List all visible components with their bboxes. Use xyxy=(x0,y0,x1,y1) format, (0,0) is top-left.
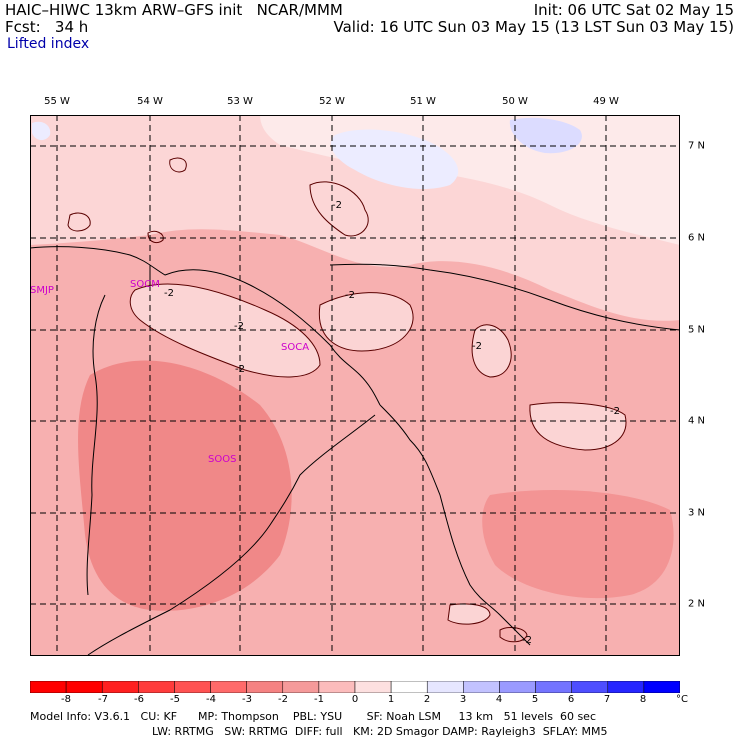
colorbar-swatch xyxy=(101,681,139,693)
contour-label: -2 xyxy=(522,635,532,646)
colorbar-swatch xyxy=(354,681,392,693)
colorbar-tick: -8 xyxy=(61,694,71,705)
lat-label-4n: 4 N xyxy=(688,415,706,427)
colorbar-swatch xyxy=(499,681,536,693)
colorbar-tick: -3 xyxy=(242,694,252,705)
colorbar-tick: -2 xyxy=(278,694,288,705)
colorbar-tick: -5 xyxy=(170,694,180,705)
colorbar-swatch xyxy=(571,681,609,693)
station-smjp: SMJP xyxy=(30,285,54,296)
lon-label-50w: 50 W xyxy=(502,96,528,107)
colorbar xyxy=(30,681,680,693)
contour-small-1 xyxy=(169,157,187,173)
contour-label: -2 xyxy=(345,290,355,301)
lat-label-2n: 2 N xyxy=(688,598,706,610)
field-region-positive-1 xyxy=(331,129,459,190)
contour-label: -2 xyxy=(610,406,620,417)
lon-label-52w: 52 W xyxy=(319,96,345,107)
field-name: Lifted index xyxy=(7,36,90,52)
lifted-index-map: -2 -2 -2 -2 -2 -2 -2 -2 SMJP SOCM SOCA S… xyxy=(30,115,680,656)
model-title: HAIC–HIWC 13km ARW–GFS init NCAR/MMM xyxy=(5,1,343,19)
border-west xyxy=(86,294,106,596)
lon-label-49w: 49 W xyxy=(593,96,619,107)
lat-label-7n: 7 N xyxy=(688,140,706,152)
coastline-south xyxy=(379,404,531,646)
field-region-positive-3 xyxy=(32,121,51,141)
station-socm: SOCM xyxy=(130,279,160,290)
colorbar-tick: 3 xyxy=(459,694,467,705)
colorbar-tick: 5 xyxy=(531,694,539,705)
colorbar-tick: 6 xyxy=(567,694,575,705)
field-region-light-east xyxy=(472,324,512,377)
grid-lines xyxy=(30,115,680,656)
colorbar-unit: °C xyxy=(676,694,688,705)
colorbar-tick: -4 xyxy=(206,694,216,705)
model-info-line1: Model Info: V3.6.1 CU: KF MP: Thompson P… xyxy=(30,710,597,723)
contour-label: -2 xyxy=(234,321,244,332)
lon-label-54w: 54 W xyxy=(137,96,163,107)
colorbar-tick: -6 xyxy=(134,694,144,705)
colorbar-swatch xyxy=(318,681,356,693)
colorbar-swatch xyxy=(426,681,464,693)
valid-time: Valid: 16 UTC Sun 03 May 15 (13 LST Sun … xyxy=(333,18,734,36)
colorbar-tick: 7 xyxy=(603,694,611,705)
contour-south xyxy=(499,627,528,643)
init-time: Init: 06 UTC Sat 02 May 15 xyxy=(533,1,734,19)
contour-label: -2 xyxy=(235,364,245,375)
border-east xyxy=(329,263,680,331)
contour-east xyxy=(471,324,512,378)
field-region-darker-interior xyxy=(78,360,292,611)
contour-label: -2 xyxy=(164,288,174,299)
coast-borders xyxy=(30,246,680,656)
field-region-light-center xyxy=(319,292,414,351)
lat-label-5n: 5 N xyxy=(688,324,706,336)
colorbar-swatch xyxy=(30,681,67,693)
contour-north xyxy=(309,181,369,237)
field-region-positive-2 xyxy=(509,117,582,154)
contour-far-east xyxy=(529,402,627,451)
station-soos: SOOS xyxy=(208,454,236,465)
map-frame xyxy=(30,115,680,656)
colorbar-tick: 4 xyxy=(495,694,503,705)
contour-center xyxy=(318,292,414,352)
contour-band xyxy=(129,283,321,378)
colorbar-swatch xyxy=(535,681,572,693)
colorbar-swatch xyxy=(138,681,175,693)
colorbar-swatch xyxy=(463,681,500,693)
contour-label: -2 xyxy=(472,341,482,352)
field-region-light-coast xyxy=(448,603,490,625)
contour-small-2 xyxy=(67,212,91,232)
colorbar-tick: 1 xyxy=(387,694,395,705)
colorbar-swatch xyxy=(210,681,247,693)
colorbar-tick: -7 xyxy=(98,694,108,705)
lat-label-6n: 6 N xyxy=(688,232,706,244)
colorbar-swatch xyxy=(282,681,320,693)
colorbar-swatch xyxy=(174,681,211,693)
lon-label-55w: 55 W xyxy=(44,96,70,107)
model-info-line2: LW: RRTMG SW: RRTMG DIFF: full KM: 2D Sm… xyxy=(152,725,608,738)
lat-label-3n: 3 N xyxy=(688,507,706,519)
contour-lines xyxy=(67,157,627,643)
field-region-light-far-east xyxy=(529,402,626,450)
colorbar-swatch xyxy=(65,681,103,693)
colorbar-swatch xyxy=(607,681,645,693)
colorbar-swatch xyxy=(643,681,680,693)
border-south xyxy=(87,414,376,656)
colorbar-tick: 0 xyxy=(351,694,359,705)
field-region-darker-southeast xyxy=(482,490,674,599)
contour-label: -2 xyxy=(332,200,342,211)
lon-label-51w: 51 W xyxy=(410,96,436,107)
coastline xyxy=(30,246,381,406)
colorbar-tick: 8 xyxy=(639,694,647,705)
contour-coast xyxy=(447,603,491,625)
lon-label-53w: 53 W xyxy=(227,96,253,107)
station-soca: SOCA xyxy=(281,342,309,353)
colorbar-tick: -1 xyxy=(314,694,324,705)
colorbar-swatch xyxy=(390,681,428,693)
colorbar-tick: 2 xyxy=(423,694,431,705)
forecast-hour: Fcst: 34 h xyxy=(5,18,89,36)
colorbar-swatch xyxy=(246,681,284,693)
